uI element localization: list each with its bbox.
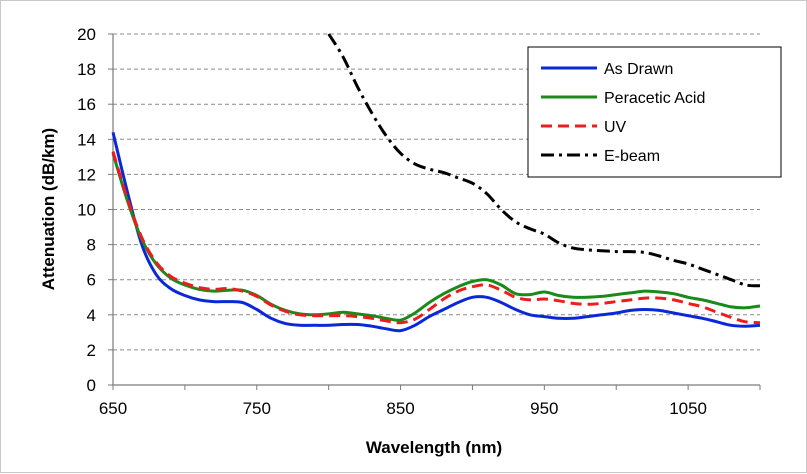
y-tick-label: 8 [87,236,96,255]
x-axis-title: Wavelength (nm) [366,438,502,457]
y-tick-label: 6 [87,271,96,290]
y-tick-label: 20 [77,25,96,44]
legend-label-as-drawn: As Drawn [604,61,673,78]
axes [108,33,761,390]
series-line-as-drawn [111,131,761,333]
x-tick-label: 750 [243,399,271,418]
y-tick-label: 4 [87,306,96,325]
y-tick-label: 0 [87,376,96,395]
y-tick-label: 10 [77,201,96,220]
x-tick-label: 850 [386,399,414,418]
x-tick-label: 1050 [669,399,707,418]
y-tick-label: 18 [77,60,96,79]
y-tick-label: 2 [87,341,96,360]
series-lines [111,33,761,333]
series-line-uv [111,151,761,325]
y-tick-label: 14 [77,130,96,149]
series-line-e-beam [327,33,761,288]
legend-label-uv: UV [604,119,627,136]
y-axis-title: Attenuation (dB/km) [39,128,58,290]
series-line-peracetic-acid [111,152,761,322]
y-tick-label: 16 [77,95,96,114]
legend-label-peracetic-acid: Peracetic Acid [604,90,705,107]
x-tick-label: 950 [530,399,558,418]
legend: As Drawn Peracetic Acid UV E-beam [527,46,782,178]
tick-labels: 0 2 4 6 8 10 12 14 16 18 20 650 750 850 950 1050 [77,25,707,418]
y-tick-label: 12 [77,165,96,184]
gridlines [113,33,760,351]
x-tick-label: 650 [99,399,127,418]
legend-label-e-beam: E-beam [604,148,660,165]
